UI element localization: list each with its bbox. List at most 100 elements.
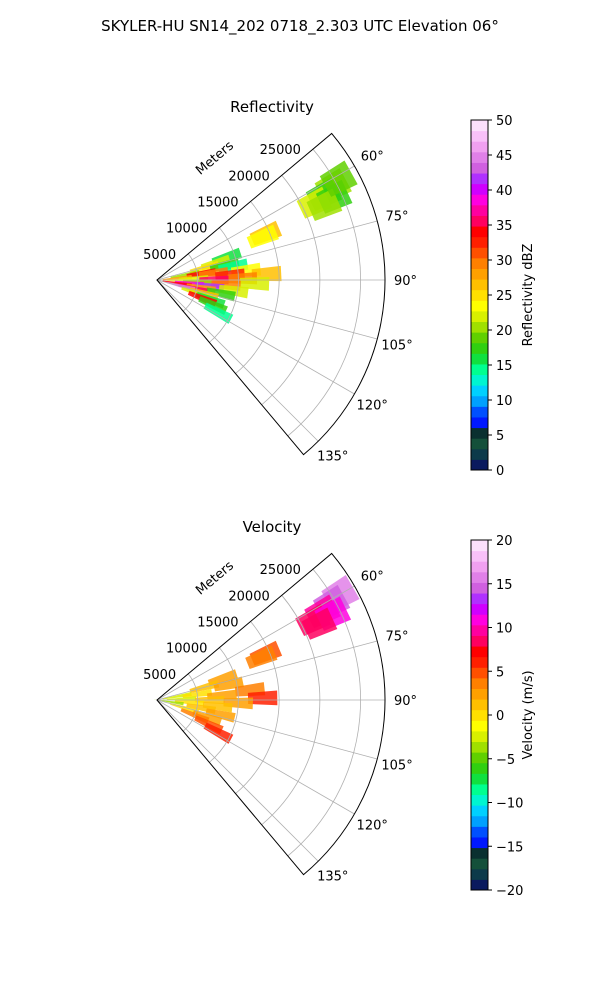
- colorbar-swatch: [471, 709, 488, 721]
- colorbar-swatch: [471, 215, 488, 227]
- azimuth-spoke: [156, 279, 319, 442]
- sector-frame: [156, 132, 386, 456]
- data-gate: [251, 265, 282, 282]
- azimuth-tick-label: 105°: [381, 338, 412, 353]
- colorbar-label: Reflectivity dBZ: [521, 244, 536, 347]
- colorbar-swatch: [471, 688, 488, 700]
- colorbar-tick-label: 35: [496, 219, 513, 234]
- colorbar-swatch: [471, 773, 488, 785]
- colorbar-swatch: [471, 603, 488, 615]
- azimuth-spoke: [156, 220, 378, 281]
- colorbar-swatch: [471, 438, 488, 450]
- colorbar-tick-label: 45: [496, 149, 513, 164]
- colorbar-swatch: [471, 279, 488, 291]
- colorbar-swatch: [471, 151, 488, 163]
- range-tick-label: 25000: [260, 143, 301, 158]
- range-tick-label: 20000: [228, 589, 269, 604]
- colorbar-swatch: [471, 363, 488, 376]
- colorbar-swatch: [471, 247, 488, 259]
- data-gate: [203, 722, 234, 744]
- colorbar-swatch: [471, 561, 488, 573]
- colorbar-swatch: [471, 730, 488, 743]
- colorbar-swatch: [471, 226, 488, 238]
- azimuth-spoke: [156, 640, 378, 701]
- range-ring: [209, 647, 239, 763]
- data-gate: [162, 691, 192, 700]
- colorbar-swatch: [471, 836, 488, 849]
- range-ring: [235, 201, 280, 374]
- colorbar-tick-label: 0: [496, 709, 504, 724]
- colorbar-swatch: [471, 374, 488, 386]
- sector-frame: [156, 552, 386, 876]
- azimuth-tick-label: 135°: [317, 450, 348, 465]
- azimuth-spoke: [156, 699, 378, 760]
- panel-title: Velocity: [243, 518, 302, 536]
- azimuth-tick-label: 90°: [394, 694, 417, 709]
- colorbar-swatch: [471, 204, 488, 216]
- range-ring: [209, 227, 239, 343]
- azimuth-tick-label: 60°: [361, 150, 384, 165]
- range-tick-label: 25000: [260, 563, 301, 578]
- colorbar-swatch: [471, 342, 488, 354]
- range-ring: [261, 595, 321, 826]
- azimuth-spoke: [156, 699, 355, 815]
- azimuth-spoke: [156, 279, 355, 395]
- data-gate: [203, 302, 234, 324]
- colorbar-swatch: [471, 540, 488, 552]
- azimuth-spoke: [156, 699, 319, 862]
- range-tick-label: 10000: [166, 642, 207, 657]
- figure-title: SKYLER-HU SN14_202 0718_2.303 UTC Elevat…: [101, 17, 499, 36]
- colorbar-swatch: [471, 815, 488, 827]
- colorbar-swatch: [471, 416, 488, 429]
- colorbar-swatch: [471, 173, 488, 185]
- colorbar-swatch: [471, 805, 488, 817]
- azimuth-tick-label: 105°: [381, 758, 412, 773]
- azimuth-tick-label: 90°: [394, 274, 417, 289]
- colorbar-swatch: [471, 667, 488, 679]
- azimuth-tick-label: 135°: [317, 870, 348, 885]
- colorbar-swatch: [471, 321, 488, 333]
- colorbar-swatch: [471, 448, 488, 460]
- colorbar-swatch: [471, 677, 488, 689]
- colorbar-swatch: [471, 752, 488, 764]
- colorbar-tick-label: 25: [496, 289, 513, 304]
- colorbar-swatch: [471, 236, 488, 248]
- azimuth-tick-label: 120°: [357, 398, 388, 413]
- range-tick-label: 15000: [197, 195, 238, 210]
- range-ring: [287, 568, 361, 857]
- colorbar-swatch: [471, 120, 488, 132]
- colorbar-swatch: [471, 353, 488, 365]
- colorbar: −20 −15 −10 −5 0 5 10 15 20 Velocity (m/s): [470, 534, 536, 899]
- range-tick-label: 5000: [143, 248, 176, 263]
- colorbar-tick-label: 5: [496, 429, 504, 444]
- data-gates: [162, 160, 358, 324]
- range-ring: [287, 148, 361, 437]
- range-tick-label: 5000: [143, 668, 176, 683]
- colorbar-swatch: [471, 741, 488, 753]
- data-gate: [306, 188, 343, 221]
- range-ring: [261, 175, 321, 406]
- colorbar-swatch: [471, 141, 488, 153]
- colorbar-swatch: [471, 571, 488, 583]
- azimuth-tick-label: 75°: [386, 210, 409, 225]
- colorbar-swatch: [471, 847, 488, 859]
- range-tick-label: 15000: [197, 615, 238, 630]
- colorbar-swatch: [471, 614, 488, 626]
- colorbar-tick-label: 50: [496, 114, 513, 129]
- colorbar-swatch: [471, 582, 488, 594]
- colorbar-tick-label: 10: [496, 394, 513, 409]
- colorbar-swatch: [471, 406, 488, 418]
- colorbar-tick-label: 20: [496, 324, 513, 339]
- azimuth-spoke: [156, 585, 355, 701]
- colorbar-swatch: [471, 427, 488, 439]
- colorbar-swatch: [471, 395, 488, 407]
- colorbar-swatch: [471, 635, 488, 647]
- data-gate: [205, 287, 236, 302]
- azimuth-spoke: [156, 165, 355, 281]
- colorbar-swatch: [471, 183, 488, 195]
- colorbar-swatch: [471, 550, 488, 562]
- data-gate: [170, 269, 200, 279]
- colorbar-tick-label: −5: [496, 753, 515, 768]
- colorbar-swatch: [471, 257, 488, 269]
